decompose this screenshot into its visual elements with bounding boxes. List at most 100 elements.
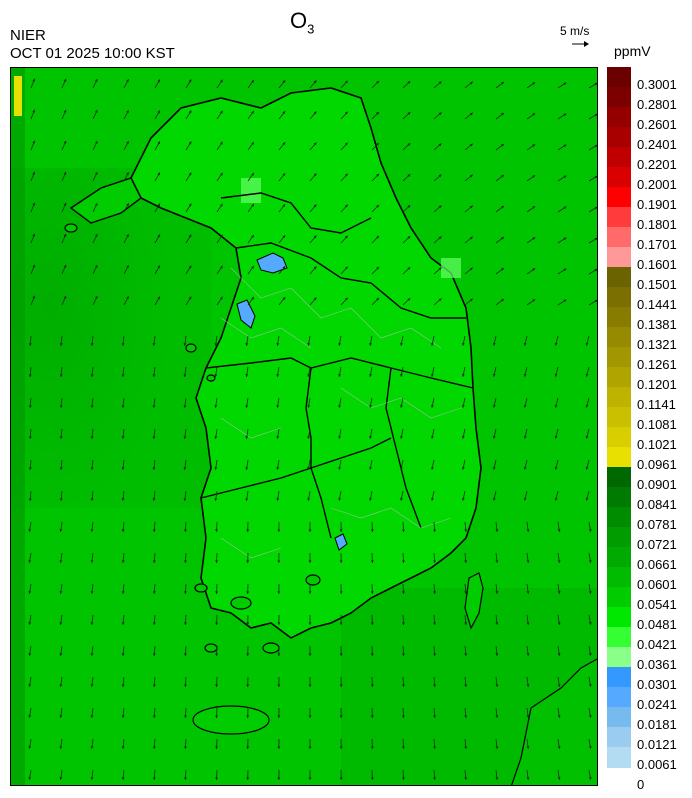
high-ozone-patch (14, 76, 22, 116)
wind-vector-head (594, 237, 597, 241)
wind-vector-head (219, 234, 223, 238)
wind-vector-head (277, 715, 281, 718)
wind-vector-head (276, 405, 280, 408)
ozone-map (10, 67, 598, 786)
wind-vector-head (370, 715, 374, 718)
wind-vector-head (495, 715, 499, 718)
wind-vector-head (219, 203, 223, 207)
wind-vector-head (184, 746, 187, 749)
wind-vector-head (433, 560, 436, 563)
wind-vector-head (245, 436, 249, 439)
wind-vector-head (282, 204, 286, 208)
legend-label: 0.1201 (637, 377, 677, 392)
wind-vector-head (63, 295, 67, 299)
wind-vector-head (469, 205, 473, 209)
wind-vector-head (90, 653, 94, 656)
legend-label: 0.2001 (637, 177, 677, 192)
legend-label: 0.0541 (637, 597, 677, 612)
wind-vector-head (588, 529, 592, 532)
wind-vector-head (28, 653, 32, 656)
legend-label: 0.0241 (637, 697, 677, 712)
wind-vector-head (526, 591, 530, 594)
jeju-island (192, 705, 270, 735)
wind-vector-head (121, 405, 125, 408)
wind-vector-head (152, 653, 156, 656)
wind-vector-head (588, 715, 592, 718)
wind-vector-head (307, 436, 311, 439)
wind-vector-head (492, 404, 496, 408)
wind-vector-head (59, 746, 63, 749)
wind-vector-head (438, 205, 442, 209)
wind-vector-head (184, 777, 187, 780)
wind-vector-head (588, 653, 592, 656)
wind-vector-head (245, 405, 249, 408)
wind-vector-head (94, 109, 98, 113)
wind-vector-head (282, 173, 286, 177)
wind-vector-head (90, 374, 94, 377)
wind-vector-head (277, 684, 281, 687)
wind-vector-head (369, 404, 372, 408)
legend-swatch (607, 527, 631, 548)
wind-vector-head (90, 529, 94, 532)
wind-vector-head (90, 715, 94, 718)
wind-vector-head (219, 141, 223, 145)
wind-vector-head (495, 591, 499, 594)
legend-swatch (607, 647, 631, 668)
wind-vector-head (532, 206, 536, 209)
low-ozone-seoul (256, 252, 288, 274)
wind-vector-head (152, 405, 156, 408)
wind-vector-head (59, 436, 63, 439)
west-edge-shading (11, 68, 25, 785)
islands (64, 223, 321, 735)
wind-vector-head (501, 267, 504, 271)
wind-vector-head (215, 715, 219, 718)
wind-vector-head (184, 622, 187, 625)
wind-vector-head (563, 113, 567, 117)
wind-vector-head (28, 622, 32, 625)
wind-vector-head (308, 715, 312, 718)
legend-swatch (607, 687, 631, 708)
wind-vector-head (183, 498, 187, 501)
wind-vector-head (219, 265, 223, 269)
wind-vector-head (594, 113, 597, 117)
wind-vector-head (532, 237, 536, 240)
wind-vector-head (188, 234, 192, 238)
wind-vector-head (464, 715, 468, 718)
wind-vector-head (523, 466, 527, 470)
legend-swatch (607, 727, 631, 748)
wind-vector-head (215, 560, 219, 563)
wind-vector-head (245, 374, 249, 377)
legend-swatch (607, 567, 631, 588)
wind-vector-head (308, 746, 312, 749)
wind-vector-head (94, 202, 98, 206)
legend-swatch (607, 227, 631, 248)
legend-swatch (607, 307, 631, 328)
wind-vector-head (563, 144, 567, 148)
wind-vector-head (313, 80, 317, 84)
wind-vector-head (554, 342, 558, 346)
wind-vector-head (338, 497, 342, 501)
wind-vector-head (308, 684, 312, 687)
wind-vector-head (183, 405, 187, 408)
wind-vector-head (339, 622, 343, 625)
wind-vector-head (495, 622, 499, 625)
wind-vector-head (469, 236, 473, 240)
wind-vector-head (245, 467, 249, 470)
wind-vector-head (215, 653, 219, 656)
wind-vector-head (28, 715, 32, 718)
wind-vector-head (152, 777, 156, 780)
wind-vector-head (585, 342, 589, 346)
wind-vector-head (188, 110, 192, 114)
wind-vector-head (407, 298, 411, 301)
wind-vector-head (585, 466, 589, 470)
legend-label: 0.0721 (637, 537, 677, 552)
wind-vector-head (461, 373, 465, 377)
wind-vector-head (282, 142, 286, 146)
wind-vector-head (438, 112, 442, 116)
wind-vector-head (32, 171, 36, 175)
wind-vector-head (184, 560, 187, 563)
datetime-label: OCT 01 2025 10:00 KST (10, 45, 175, 62)
wind-vector-head (59, 591, 63, 594)
wind-vector-head (28, 777, 32, 780)
wind-vector-head (464, 529, 468, 532)
